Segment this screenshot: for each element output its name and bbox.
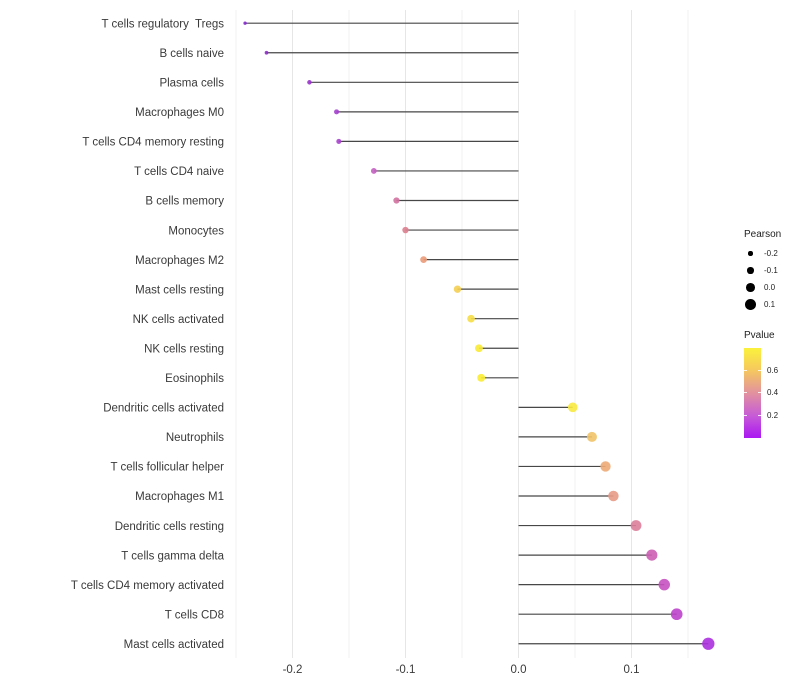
pearson-legend-dot-wrap [744, 281, 757, 294]
pvalue-tick-label: 0.4 [767, 388, 779, 397]
category-label: T cells CD8 [165, 609, 224, 621]
pvalue-tick-mark [744, 415, 747, 416]
pearson-dot [336, 138, 342, 144]
pearson-legend-dot [745, 299, 756, 310]
pvalue-tick-mark [744, 392, 747, 393]
pvalue-tick-mark [758, 392, 761, 393]
category-label: T cells follicular helper [110, 462, 224, 474]
pearson-dot [586, 431, 597, 442]
category-label: T cells CD4 naive [134, 166, 224, 178]
category-label: Neutrophils [166, 432, 224, 444]
pearson-dot [600, 461, 611, 472]
pearson-dot [264, 50, 269, 55]
pearson-dot [307, 80, 312, 85]
pearson-legend-dot-wrap [744, 298, 757, 311]
pearson-dot [453, 285, 462, 293]
category-label: T cells gamma delta [121, 550, 224, 562]
legend-title-pvalue: Pvalue [744, 330, 775, 341]
category-label: T cells regulatory Tregs [101, 18, 224, 30]
pvalue-gradient-wrap: 0.6 0.4 0.2 [744, 348, 778, 438]
category-label: Plasma cells [159, 78, 224, 90]
pearson-legend-dot-wrap [744, 247, 757, 260]
category-label: T cells CD4 memory resting [82, 137, 224, 149]
pvalue-tick-mark [758, 415, 761, 416]
pearson-dot [477, 373, 486, 382]
pearson-dot [393, 197, 400, 204]
category-label: Mast cells resting [135, 284, 224, 296]
pearson-dot [630, 520, 642, 531]
pearson-dot [608, 490, 619, 502]
legend-panel: Pearson -0.2 -0.1 0.0 0.1 Pvalue 0.6 0.4 0.2 [744, 229, 800, 438]
pvalue-tick-mark [744, 370, 747, 371]
pearson-dot [402, 226, 409, 234]
pearson-legend-entry: 0.0 [744, 279, 800, 296]
pearson-dot [658, 578, 670, 591]
x-tick-label: -0.1 [396, 664, 416, 676]
pearson-dot [420, 256, 427, 263]
pearson-dot [702, 637, 715, 650]
category-label: B cells naive [159, 48, 224, 60]
category-label: Macrophages M0 [135, 107, 224, 119]
category-label: Eosinophils [165, 373, 224, 385]
category-label: NK cells resting [144, 343, 224, 355]
pearson-legend-label: -0.1 [764, 266, 778, 275]
pvalue-gradient-bar [744, 348, 761, 438]
pearson-legend-dot-wrap [744, 264, 757, 277]
category-label: Macrophages M1 [135, 491, 224, 503]
category-label: Mast cells activated [124, 639, 224, 651]
pearson-dot [475, 344, 483, 353]
category-label: Dendritic cells activated [103, 403, 224, 415]
pearson-dot [370, 168, 377, 174]
category-label: Dendritic cells resting [115, 521, 224, 533]
x-tick-label: 0.1 [624, 664, 640, 676]
category-label: NK cells activated [133, 314, 224, 326]
x-tick-label: -0.2 [283, 664, 303, 676]
pearson-legend-label: 0.1 [764, 300, 776, 309]
pvalue-color-legend: Pvalue 0.6 0.4 0.2 [744, 330, 800, 438]
pvalue-tick-label: 0.6 [767, 366, 779, 375]
category-label: Macrophages M2 [135, 255, 224, 267]
category-label: T cells CD4 memory activated [71, 580, 224, 592]
category-label: B cells memory [145, 196, 224, 208]
category-label: Monocytes [168, 225, 224, 237]
pearson-legend-dot [746, 283, 755, 292]
x-tick-label: 0.0 [511, 664, 527, 676]
pearson-size-legend: Pearson -0.2 -0.1 0.0 0.1 [744, 229, 800, 313]
pearson-legend-dot [747, 267, 754, 274]
pearson-legend-entry: 0.1 [744, 296, 800, 313]
pearson-legend-dot [748, 251, 753, 256]
pearson-legend-entry: -0.1 [744, 262, 800, 279]
legend-title-pearson: Pearson [744, 229, 782, 240]
pearson-dot [567, 402, 578, 413]
pearson-dot [243, 21, 247, 25]
pearson-dot [646, 549, 658, 561]
pvalue-tick-mark [758, 370, 761, 371]
pearson-dot [670, 608, 683, 621]
pvalue-tick-label: 0.2 [767, 411, 779, 420]
pearson-dot [467, 314, 475, 323]
pearson-dot [334, 109, 340, 115]
pearson-legend-entry: -0.2 [744, 245, 800, 262]
pearson-legend-label: 0.0 [764, 283, 776, 292]
pearson-size-legend-entries: -0.2 -0.1 0.0 0.1 [744, 245, 800, 313]
pearson-legend-label: -0.2 [764, 249, 778, 258]
